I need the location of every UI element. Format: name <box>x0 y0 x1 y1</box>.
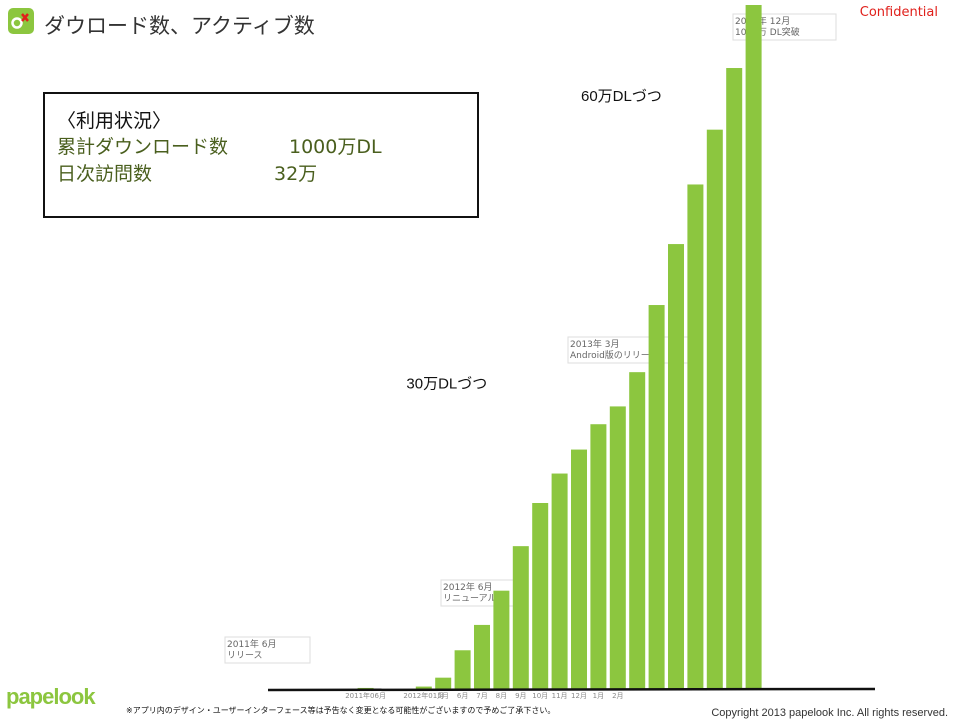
growth-annotation: 60万DLづつ <box>581 88 662 105</box>
usage-row-downloads: 累計ダウンロード数 1000万DL <box>57 134 477 161</box>
milestone-note-text: 2013年 3月 <box>570 338 620 350</box>
x-tick-label: 8月 <box>496 692 507 700</box>
milestone-note-text: 2011年 6月 <box>227 638 277 650</box>
bar <box>668 244 684 690</box>
milestone-note-text: リリース <box>227 651 263 661</box>
usage-value: 32万 <box>274 163 318 185</box>
bar <box>726 68 743 690</box>
x-tick-label: 6月 <box>457 692 468 700</box>
x-tick-label: 2012年01月 <box>403 691 444 700</box>
milestone-note-text: 2013年 12月 <box>735 15 790 27</box>
x-axis-baseline <box>267 687 876 692</box>
bar <box>415 686 432 690</box>
x-tick-label: 5月 <box>437 692 448 700</box>
x-tick-label: 1月 <box>593 692 604 700</box>
papelook-logo: papelook <box>6 684 96 709</box>
disclaimer-text: ※アプリ内のデザイン・ユーザーインターフェース等は予告なく変更となる可能性がござ… <box>126 706 556 715</box>
usage-value: 1000万DL <box>289 136 382 158</box>
x-tick-label: 2月 <box>612 692 623 700</box>
growth-annotation: 30万DLづつ <box>406 376 487 393</box>
milestone-note-box <box>440 579 527 607</box>
x-tick-label: 2011年06月 <box>345 691 386 700</box>
bar <box>609 406 626 690</box>
bar <box>745 5 762 690</box>
bar <box>512 546 529 690</box>
bar <box>590 424 607 690</box>
bar <box>493 590 510 690</box>
x-tick-label: 11月 <box>552 692 568 700</box>
milestone-note-text: 2012年 6月 <box>443 581 493 593</box>
bar <box>571 449 587 690</box>
bar <box>687 184 704 690</box>
milestone-note-text: リニューアル <box>443 594 497 604</box>
copyright-text: Copyright 2013 papelook Inc. All rights … <box>711 707 948 719</box>
bar <box>474 624 490 690</box>
milestone-note-text: Android版のリリース <box>570 349 658 361</box>
usage-label: 累計ダウンロード数 <box>57 136 229 158</box>
x-tick-label: 7月 <box>476 692 487 700</box>
x-tick-label: 9月 <box>515 692 526 700</box>
bar <box>435 677 452 690</box>
usage-heading: 〈利用状況〉 <box>57 110 172 132</box>
bar <box>706 129 723 691</box>
usage-row-daily-visits: 日次訪問数 32万 <box>57 161 477 188</box>
confidential-label: Confidential <box>859 5 938 20</box>
x-tick-label: 10月 <box>532 692 548 700</box>
milestone-note-box <box>224 636 311 664</box>
bar <box>551 473 568 690</box>
papelook-app-icon <box>8 8 34 34</box>
usage-label: 日次訪問数 <box>57 163 153 185</box>
bar <box>648 305 665 690</box>
usage-status-box: 〈利用状況〉 累計ダウンロード数 1000万DL 日次訪問数 32万 <box>43 92 479 218</box>
x-tick-label: 12月 <box>571 692 587 700</box>
bar <box>532 502 549 690</box>
page-title: ダウロード数、アクティブ数 <box>44 14 315 38</box>
bar <box>454 650 471 690</box>
bar <box>629 372 646 690</box>
milestone-note-text: 1000万 DL突破 <box>735 26 800 38</box>
